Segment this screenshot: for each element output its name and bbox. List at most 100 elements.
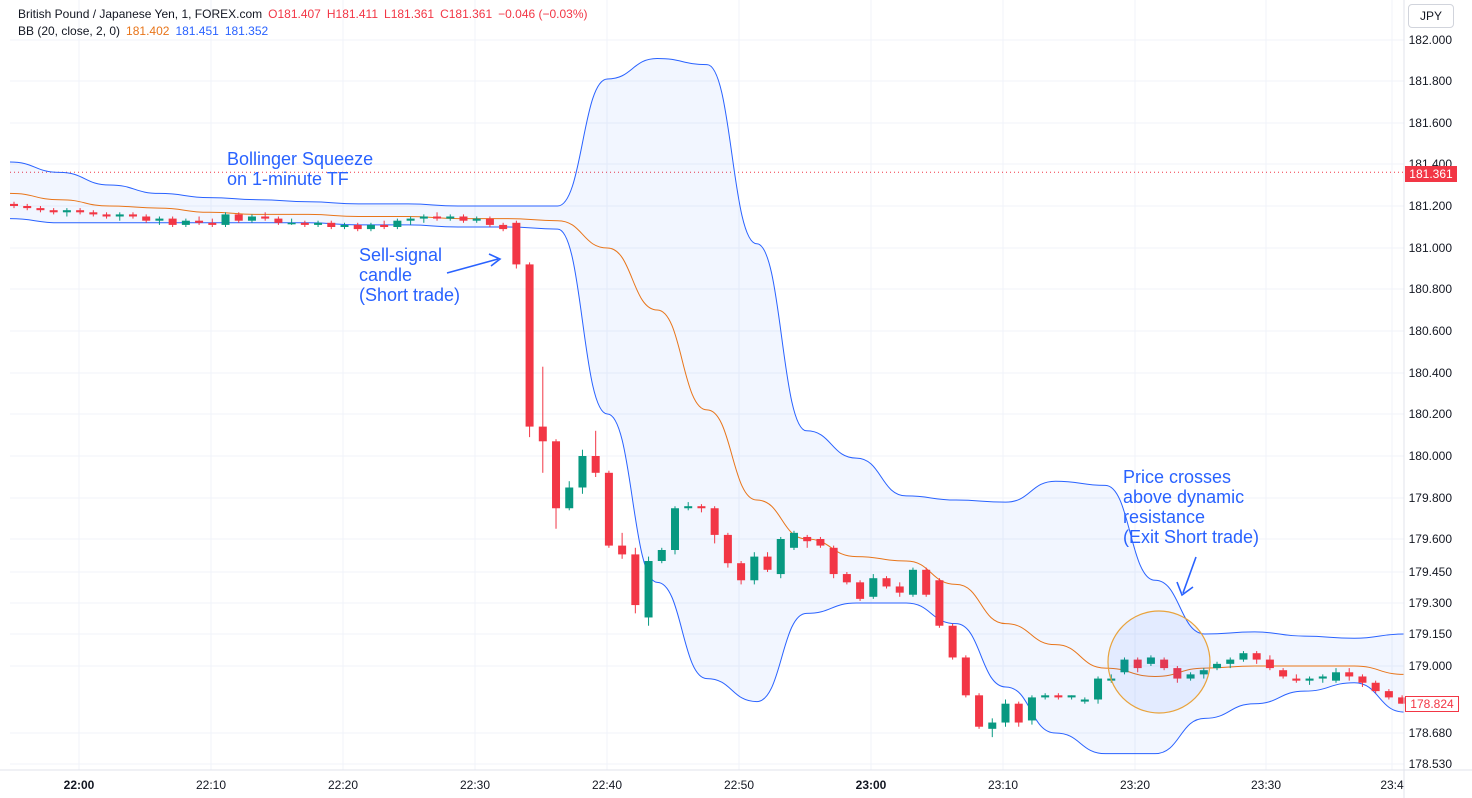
candle-body — [1067, 695, 1076, 698]
candle-body — [618, 545, 627, 555]
candle — [1226, 657, 1235, 669]
candle — [168, 216, 177, 227]
candle — [684, 502, 693, 511]
candle — [618, 532, 627, 559]
candle-body — [869, 578, 878, 597]
sell-arrow-head — [488, 253, 502, 267]
candle — [538, 366, 547, 473]
candle-body — [856, 582, 865, 599]
candle — [644, 556, 653, 626]
exit-arrow-shaft — [1182, 556, 1197, 594]
candle — [1305, 676, 1314, 685]
candle — [1146, 655, 1155, 666]
candle-body — [1265, 659, 1274, 669]
indicator-legend[interactable]: BB (20, close, 2, 0) 181.402 181.451 181.35… — [18, 24, 274, 38]
y-tick-label: 181.800 — [1409, 74, 1453, 88]
candle — [578, 449, 587, 494]
high-value: H181.411 — [326, 7, 379, 21]
x-tick-label: 22:40 — [592, 778, 622, 792]
candle-body — [1001, 703, 1010, 723]
candle-body — [512, 222, 521, 265]
exit-line-3: resistance — [1123, 507, 1206, 527]
candle-body — [23, 206, 32, 209]
candle — [499, 222, 508, 232]
candle — [948, 623, 957, 660]
candle — [208, 218, 217, 227]
candle-body — [155, 218, 164, 221]
candle-body — [380, 224, 389, 227]
y-tick-label: 178.680 — [1409, 726, 1453, 740]
candle-body — [128, 214, 137, 217]
candle-body — [1371, 682, 1380, 692]
candle-body — [578, 456, 587, 488]
candle-body — [247, 216, 256, 221]
candle-body — [710, 508, 719, 535]
candle — [142, 214, 151, 223]
candle-body — [1305, 678, 1314, 681]
candle — [1213, 661, 1222, 671]
candle — [76, 208, 85, 215]
candle — [604, 470, 613, 548]
current-price-tag: 178.824 — [1405, 696, 1459, 712]
candle-body — [472, 218, 481, 221]
y-tick-label: 179.150 — [1409, 627, 1453, 641]
candle — [1041, 693, 1050, 700]
x-tick-label: 22:00 — [64, 778, 95, 792]
change-value: −0.046 (−0.03%) — [498, 7, 588, 21]
candle-body — [789, 532, 798, 548]
candle-body — [1318, 676, 1327, 679]
candle-body — [975, 695, 984, 727]
candle — [1001, 699, 1010, 727]
candle-body — [340, 224, 349, 227]
candle — [565, 481, 574, 511]
candle — [221, 212, 230, 227]
candle — [723, 532, 732, 568]
y-tick-label: 181.200 — [1409, 199, 1453, 213]
candle-body — [366, 224, 375, 230]
candle-body — [102, 214, 111, 217]
candle — [1173, 666, 1182, 683]
candle-body — [895, 586, 904, 593]
candle — [1080, 697, 1089, 704]
candle-body — [1054, 695, 1063, 698]
candle-body — [419, 216, 428, 219]
candle-body — [1160, 659, 1169, 669]
candle-body — [723, 534, 732, 564]
candle-body — [816, 539, 825, 546]
y-tick-label: 179.600 — [1409, 532, 1453, 546]
candle-body — [459, 216, 468, 221]
candle — [247, 214, 256, 223]
candle-body — [1080, 699, 1089, 702]
candle — [274, 216, 283, 225]
candle — [36, 206, 45, 213]
symbol-legend[interactable]: British Pound / Japanese Yen, 1, FOREX.c… — [18, 7, 594, 21]
candle — [1358, 674, 1367, 687]
candle-body — [776, 539, 785, 575]
candle — [1186, 672, 1195, 681]
indicator-upper-value: 181.451 — [175, 24, 219, 38]
candle-body — [287, 222, 296, 225]
indicator-label: BB (20, close, 2, 0) — [18, 24, 121, 38]
candle — [314, 220, 323, 227]
exit-arrow-head — [1176, 581, 1194, 597]
candle-body — [89, 212, 98, 215]
candle-body — [1252, 653, 1261, 660]
candle-body — [1226, 659, 1235, 664]
candle — [882, 576, 891, 589]
candle — [327, 220, 336, 230]
x-tick-label: 22:10 — [196, 778, 226, 792]
sell-line-3: (Short trade) — [359, 285, 461, 305]
currency-selector[interactable]: JPY — [1408, 4, 1454, 28]
candle-body — [261, 216, 270, 219]
candle — [485, 216, 494, 227]
squeeze-line-2: on 1-minute TF — [227, 169, 349, 189]
x-tick-label: 22:50 — [724, 778, 754, 792]
candle — [1027, 695, 1036, 725]
y-tick-label: 180.800 — [1409, 282, 1453, 296]
candle — [789, 530, 798, 550]
candle-body — [988, 722, 997, 729]
candle — [419, 214, 428, 223]
candle-body — [631, 554, 640, 606]
